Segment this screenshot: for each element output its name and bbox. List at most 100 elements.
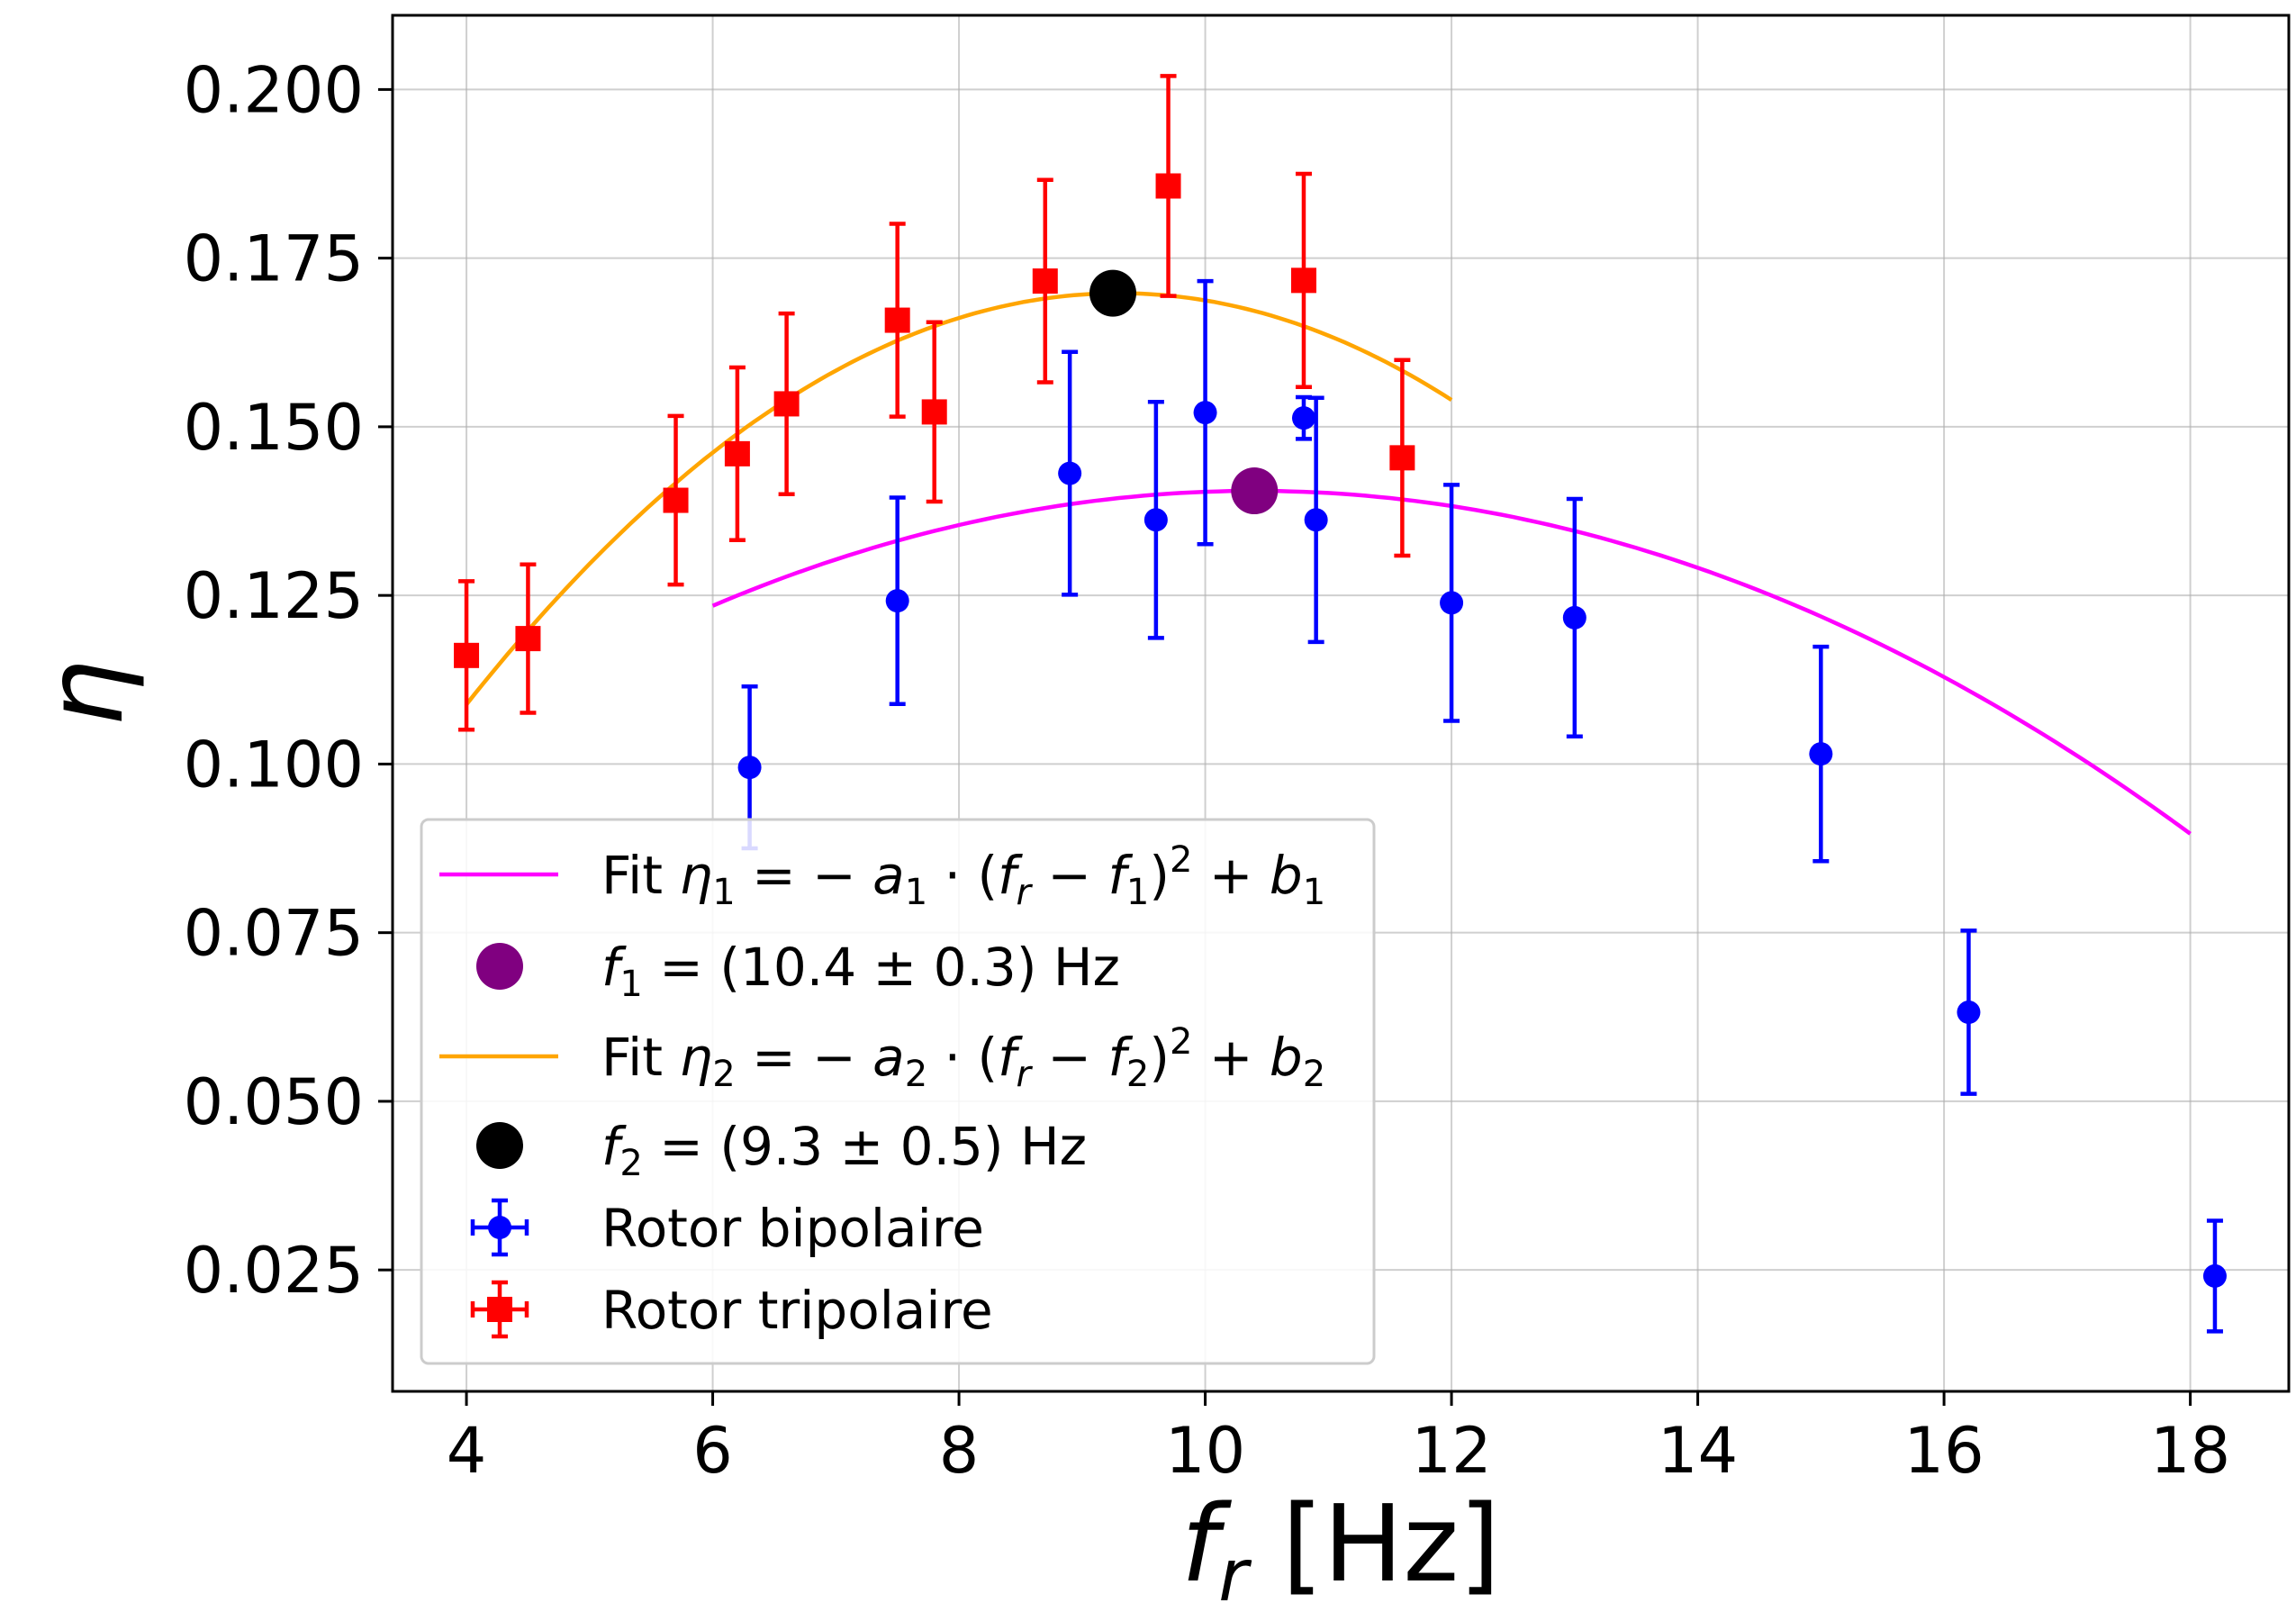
legend-label-part: 1 bbox=[1303, 872, 1325, 913]
data-point-square bbox=[1155, 173, 1181, 199]
x-tick-label: 12 bbox=[1412, 1414, 1492, 1488]
data-point-square bbox=[663, 487, 689, 513]
x-tick-label: 10 bbox=[1165, 1414, 1245, 1488]
legend-label-part: · ( bbox=[927, 1027, 998, 1088]
data-series bbox=[454, 74, 2227, 1334]
y-tick-label: 0.125 bbox=[184, 559, 364, 633]
legend-label-part: 2 bbox=[1303, 1054, 1325, 1095]
legend-label-part: r bbox=[1017, 872, 1034, 913]
x-tick-label: 14 bbox=[1658, 1414, 1738, 1488]
legend-label-part: a bbox=[872, 1027, 905, 1088]
legend-box bbox=[420, 818, 1376, 1365]
legend-label: f2 = (9.3 ± 0.5) Hz bbox=[601, 1116, 1087, 1184]
data-point-circle bbox=[885, 589, 909, 613]
y-tick-label: 0.150 bbox=[184, 391, 364, 465]
legend-label-part: ) bbox=[1149, 845, 1170, 906]
data-point-circle bbox=[2202, 1263, 2227, 1288]
optimum-marker-f2 bbox=[1089, 269, 1137, 317]
legend-dot-swatch bbox=[476, 943, 523, 990]
legend-label-part: Rotor tripolaire bbox=[601, 1280, 993, 1341]
legend-label-part: b bbox=[1270, 1027, 1303, 1088]
x-tick-label: 6 bbox=[692, 1414, 733, 1488]
legend-label-part: = − bbox=[736, 1027, 873, 1088]
data-point-square bbox=[1290, 267, 1316, 294]
legend-circle-marker bbox=[488, 1216, 511, 1239]
data-point-circle bbox=[1304, 508, 1328, 532]
legend-label-part: = (10.4 ± 0.3) Hz bbox=[643, 937, 1120, 998]
legend-label-part: r bbox=[1017, 1054, 1034, 1095]
legend-square-marker bbox=[487, 1297, 512, 1322]
axis-ticks: 4 6 8 10 12 14 16 180.0250.0500.0750.1000.1250.… bbox=[184, 53, 2231, 1488]
legend-label-part: 2 bbox=[905, 1054, 927, 1095]
legend-label-part: 2 bbox=[1170, 839, 1192, 881]
x-tick-label: 8 bbox=[939, 1414, 980, 1488]
legend-label-part: 2 bbox=[1126, 1054, 1149, 1095]
data-point-circle bbox=[1291, 406, 1315, 430]
legend-label-part: η bbox=[679, 845, 712, 906]
fit-curve-2 bbox=[465, 291, 1453, 706]
y-tick-label: 0.100 bbox=[184, 728, 364, 801]
y-tick-label: 0.175 bbox=[184, 222, 364, 296]
legend-label-part: 1 bbox=[905, 872, 927, 913]
legend-label-part: 1 bbox=[1126, 872, 1149, 913]
legend-label-part: + bbox=[1192, 1027, 1269, 1088]
legend-entry-3: Fit η2 = − a2 · (fr − f2)2 + b2 bbox=[439, 1021, 1325, 1095]
data-point-circle bbox=[1957, 1001, 1981, 1025]
y-tick-label: 0.025 bbox=[184, 1234, 364, 1308]
data-point-circle bbox=[1193, 401, 1217, 425]
x-axis-label-unit: [Hz] bbox=[1248, 1481, 1500, 1606]
data-point-square bbox=[454, 642, 480, 668]
legend-label-part: − bbox=[1031, 1027, 1107, 1088]
legend: Fit η1 = − a1 · (fr − f1)2 + b1 f1 = (10.… bbox=[420, 818, 1376, 1365]
legend-label-part: b bbox=[1270, 845, 1303, 906]
legend-label: f1 = (10.4 ± 0.3) Hz bbox=[601, 937, 1120, 1005]
data-point-square bbox=[884, 307, 910, 333]
data-point-circle bbox=[1562, 605, 1586, 629]
data-point-square bbox=[1032, 268, 1058, 294]
data-point-square bbox=[1389, 445, 1415, 471]
plot-frame bbox=[391, 14, 2291, 1393]
legend-label-part: 2 bbox=[1170, 1021, 1192, 1063]
y-tick-label: 0.075 bbox=[184, 897, 364, 971]
legend-label-part: + bbox=[1192, 845, 1269, 906]
legend-label-part: Fit bbox=[601, 1027, 679, 1088]
legend-label-part: 1 bbox=[712, 872, 735, 913]
data-point-circle bbox=[1143, 508, 1168, 532]
y-tick-label: 0.050 bbox=[184, 1065, 364, 1139]
legend-entry-6: Rotor tripolaire bbox=[470, 1280, 993, 1341]
legend-label: Fit η1 = − a1 · (fr − f1)2 + b1 bbox=[601, 839, 1325, 913]
legend-label-part: η bbox=[679, 1027, 712, 1088]
legend-label: Rotor bipolaire bbox=[601, 1198, 984, 1259]
legend-label-part: Fit bbox=[601, 845, 679, 906]
optimum-markers bbox=[1089, 269, 1279, 515]
legend-label-part: · ( bbox=[927, 845, 998, 906]
series-tripolaire bbox=[454, 74, 1415, 732]
x-tick-label: 4 bbox=[447, 1414, 487, 1488]
optimum-marker-f1 bbox=[1231, 467, 1279, 515]
legend-label-part: 2 bbox=[619, 1143, 642, 1184]
data-point-circle bbox=[1440, 591, 1464, 615]
y-axis-label: η bbox=[23, 660, 147, 728]
x-tick-label: 18 bbox=[2150, 1414, 2230, 1488]
y-tick-label: 0.200 bbox=[184, 53, 364, 127]
data-point-square bbox=[921, 399, 947, 425]
legend-label-part: = (9.3 ± 0.5) Hz bbox=[643, 1116, 1087, 1177]
legend-entry-4: f2 = (9.3 ± 0.5) Hz bbox=[476, 1116, 1087, 1184]
legend-label: Fit η2 = − a2 · (fr − f2)2 + b2 bbox=[601, 1021, 1325, 1095]
data-point-square bbox=[515, 626, 541, 652]
data-point-circle bbox=[737, 756, 762, 780]
x-tick-label: 16 bbox=[1904, 1414, 1984, 1488]
legend-label-part: a bbox=[872, 845, 905, 906]
legend-entry-5: Rotor bipolaire bbox=[470, 1198, 984, 1259]
data-point-square bbox=[724, 440, 750, 466]
x-axis-label: fr [Hz] bbox=[1181, 1481, 1501, 1617]
legend-label-part: − bbox=[1031, 845, 1107, 906]
data-point-square bbox=[773, 391, 800, 417]
x-axis-label-subscript: r bbox=[1218, 1534, 1252, 1617]
legend-label: Rotor tripolaire bbox=[601, 1280, 993, 1341]
legend-label-part: 1 bbox=[619, 964, 642, 1005]
data-point-circle bbox=[1809, 742, 1833, 766]
legend-label-part: Rotor bipolaire bbox=[601, 1198, 984, 1259]
legend-label-part: = − bbox=[736, 845, 873, 906]
